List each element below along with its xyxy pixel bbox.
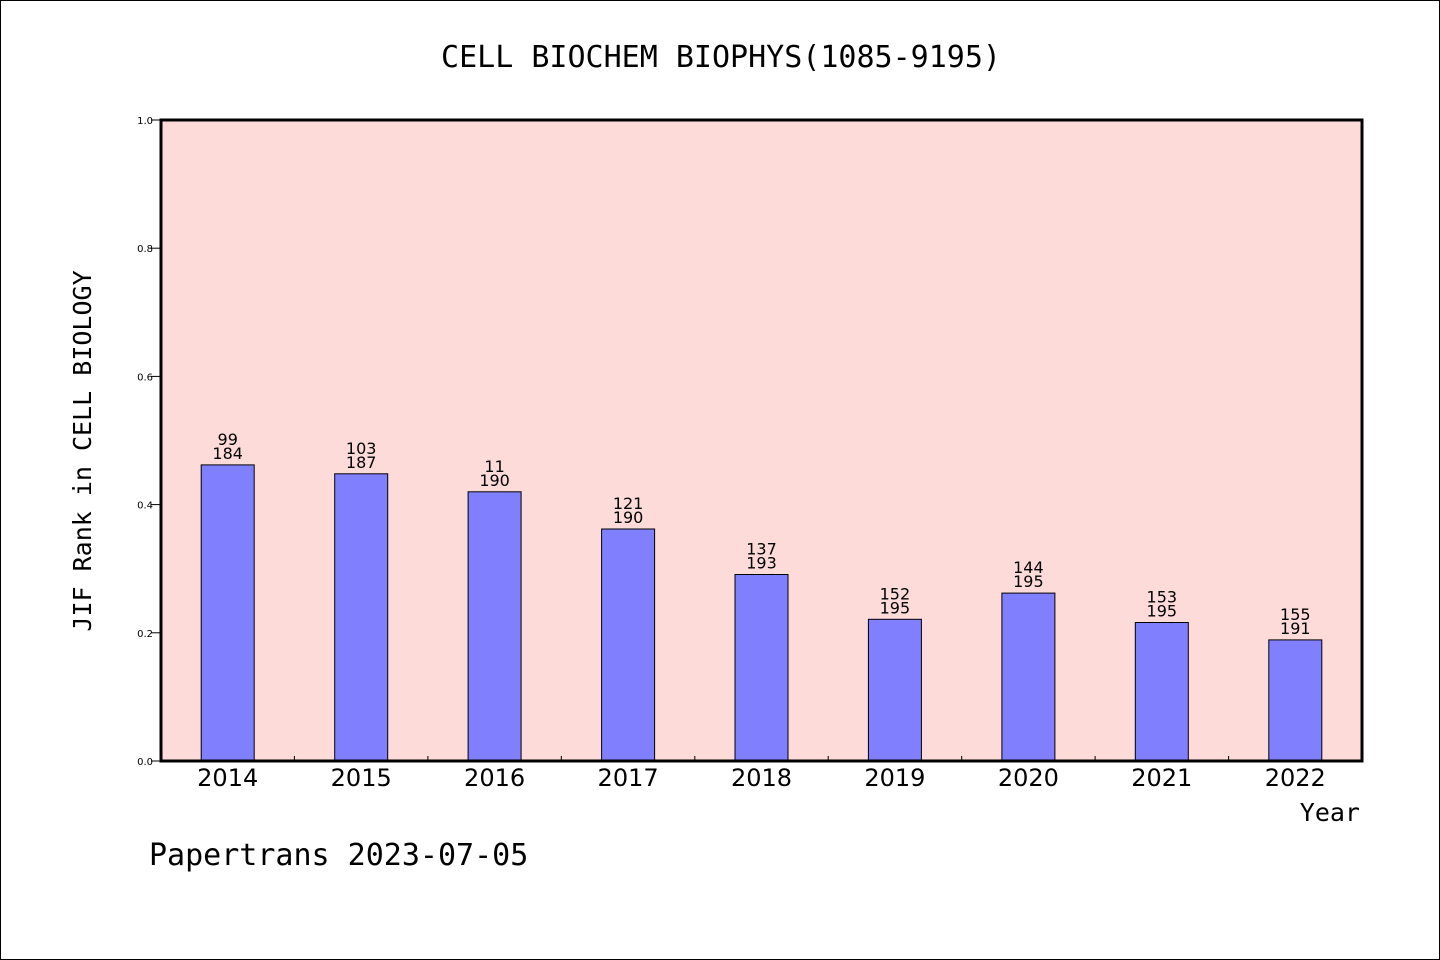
x-tick-label-2022: 2022 [1265,764,1326,792]
x-tick-label-2018: 2018 [731,764,792,792]
rank-label-2022: 155 [1280,605,1311,624]
y-tick-label-0.8: 0.8 [137,244,153,255]
bars-group [200,464,1323,762]
rank-label-2021: 153 [1147,588,1178,607]
x-tick-label-2015: 2015 [331,764,392,792]
bar-2017 [601,528,656,762]
bar-2019 [867,618,922,762]
total-label-2021: 195 [1147,602,1178,621]
rank-label-2017: 121 [613,494,644,513]
rank-label-2014: 99 [218,430,238,449]
rank-label-2016: 11 [484,457,504,476]
rank-label-2020: 144 [1013,558,1044,577]
y-tick-label-0.2: 0.2 [137,629,153,640]
bar-2018 [734,574,789,762]
total-label-2019: 195 [880,598,911,617]
x-tick-label-2016: 2016 [464,764,525,792]
bar-2021 [1134,622,1189,762]
y-tick-label-0.0: 0.0 [137,757,153,768]
total-label-2016: 190 [479,471,510,490]
x-axis-title: Year [1300,798,1360,827]
bar-2015 [334,473,389,762]
x-tick-label-2020: 2020 [998,764,1059,792]
rank-label-2015: 103 [346,439,377,458]
x-tick-label-2017: 2017 [598,764,659,792]
total-label-2022: 191 [1280,619,1311,638]
x-tick-label-2014: 2014 [197,764,258,792]
bar-2020 [1001,592,1056,762]
total-label-2015: 187 [346,453,377,472]
chart-title: CELL BIOCHEM BIOPHYS(1085-9195) [441,40,1001,75]
y-axis-title: JIF Rank in CELL BIOLOGY [68,270,97,631]
y-axis: 0.0 0.2 0.4 0.6 0.8 1.0 [137,116,161,768]
y-tick-label-0.4: 0.4 [137,501,153,512]
x-axis: 2014 2015 2016 2017 2018 2019 2020 2021 2022 [197,756,1326,792]
total-label-2020: 195 [1013,572,1044,591]
bar-2014 [200,464,255,762]
total-label-2018: 193 [746,554,777,573]
x-tick-label-2019: 2019 [864,764,925,792]
total-label-2014: 184 [212,444,243,463]
bar-2022 [1268,639,1323,762]
plot-frame [159,118,1364,763]
bar-2016 [467,491,522,762]
x-tick-label-2021: 2021 [1131,764,1192,792]
y-tick-label-0.6: 0.6 [137,372,153,383]
rank-label-2018: 137 [746,540,777,559]
total-label-2017: 190 [613,508,644,527]
y-tick-label-1.0: 1.0 [137,116,153,127]
rank-label-2019: 152 [880,584,911,603]
footer-text: Papertrans 2023-07-05 [149,838,528,873]
